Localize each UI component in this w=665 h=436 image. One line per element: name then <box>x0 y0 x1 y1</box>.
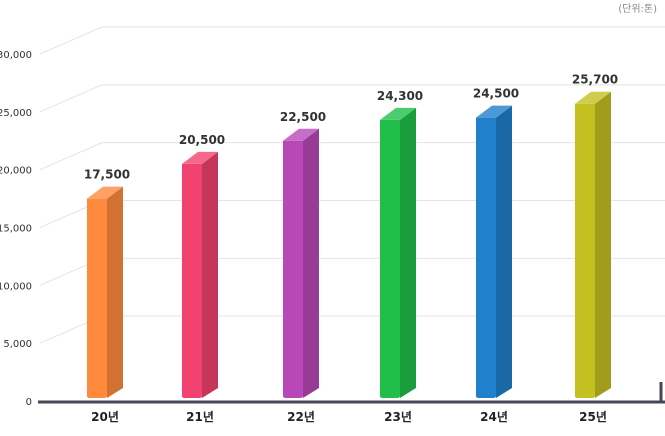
bar-top <box>380 107 416 120</box>
bar-front <box>182 163 202 398</box>
bar-front <box>575 103 595 398</box>
y-tick-label: 0 <box>26 397 32 408</box>
data-label: 20,500 <box>179 133 225 147</box>
bar <box>182 151 218 398</box>
y-tick-label: 20,000 <box>0 166 32 177</box>
bar-top <box>575 91 611 104</box>
x-tick-label: 25년 <box>579 410 607 424</box>
y-tick-label: 5,000 <box>3 339 32 350</box>
bar-front <box>283 140 303 398</box>
y-tick-label: 25,000 <box>0 108 32 119</box>
bar-front <box>476 117 496 398</box>
bar-side <box>595 91 611 398</box>
y-axis: 0 5,000 10,000 15,000 20,000 25,000 30,000 <box>0 50 32 408</box>
bar-top <box>283 128 319 141</box>
bar <box>575 91 611 398</box>
gridline <box>39 315 665 344</box>
bar <box>380 107 416 399</box>
gridline <box>39 26 665 55</box>
y-tick-label: 15,000 <box>0 224 32 235</box>
x-tick-label: 24년 <box>480 410 508 424</box>
bar-side <box>107 186 123 398</box>
gridline <box>39 84 665 113</box>
bar-front <box>380 119 400 399</box>
data-label: 22,500 <box>280 110 326 124</box>
x-tick-label: 22년 <box>287 410 315 424</box>
x-tick-label: 23년 <box>384 410 412 424</box>
gridline <box>39 142 665 171</box>
bar-side <box>400 107 416 399</box>
bar-top <box>476 105 512 118</box>
bars: 17,500 20,500 22,500 24,300 24,500 25,700 <box>84 73 618 399</box>
gridline <box>39 257 665 286</box>
data-label: 25,700 <box>572 73 618 87</box>
x-tick-label: 20년 <box>91 410 119 424</box>
bar-top <box>182 151 218 164</box>
y-tick-label: 10,000 <box>0 281 32 292</box>
bar-side <box>303 128 319 398</box>
bar-side <box>202 151 218 398</box>
bar-side <box>496 105 512 398</box>
unit-label: (단위:톤) <box>618 4 657 15</box>
bar <box>283 128 319 398</box>
bar <box>87 186 123 398</box>
data-label: 17,500 <box>84 168 130 182</box>
bar-top <box>87 186 123 199</box>
data-label: 24,500 <box>473 87 519 101</box>
x-axis-floor <box>38 382 665 404</box>
gridline <box>39 200 665 228</box>
bar <box>476 105 512 398</box>
x-tick-label: 21년 <box>186 410 214 424</box>
data-label: 24,300 <box>377 89 423 103</box>
x-axis-labels: 20년 21년 22년 23년 24년 25년 <box>91 410 607 424</box>
y-tick-label: 30,000 <box>0 50 32 61</box>
bar-front <box>87 198 107 398</box>
